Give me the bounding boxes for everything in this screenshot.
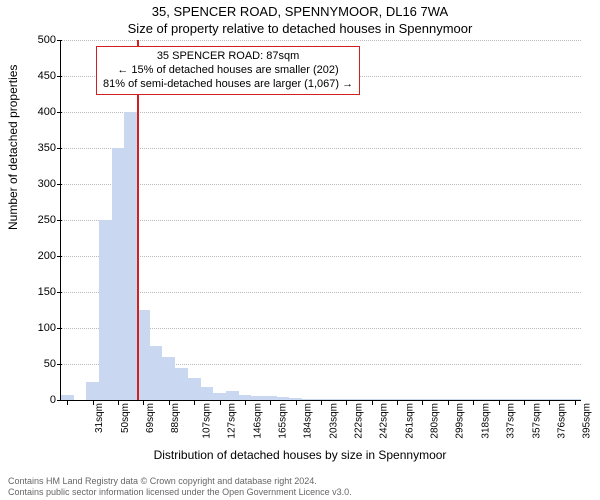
x-tick-mark <box>422 400 423 405</box>
chart-supertitle: 35, SPENCER ROAD, SPENNYMOOR, DL16 7WA <box>0 4 600 19</box>
chart-title: Size of property relative to detached ho… <box>0 21 600 36</box>
x-tick-label: 31sqm <box>94 403 105 433</box>
histogram-bar <box>556 399 569 400</box>
annotation-line1: 35 SPENCER ROAD: 87sqm <box>103 50 353 64</box>
histogram-bar <box>251 396 264 400</box>
x-tick-label: 376sqm <box>557 403 568 439</box>
histogram-bar <box>86 382 99 400</box>
histogram-bar <box>277 397 290 400</box>
y-tick-label: 450 <box>22 70 56 82</box>
histogram-bar <box>213 393 226 400</box>
x-tick-label: 88sqm <box>170 403 181 433</box>
x-tick-mark <box>118 400 119 405</box>
x-tick-mark <box>448 400 449 405</box>
annotation-line3: 81% of semi-detached houses are larger (… <box>103 78 353 92</box>
x-tick-label: 318sqm <box>480 403 491 439</box>
x-tick-mark <box>321 400 322 405</box>
x-tick-label: 337sqm <box>506 403 517 439</box>
x-tick-mark <box>194 400 195 405</box>
x-tick-mark <box>143 400 144 405</box>
y-tick-label: 250 <box>22 214 56 226</box>
x-tick-label: 261sqm <box>404 403 415 439</box>
y-tick-label: 500 <box>22 34 56 46</box>
x-tick-label: 222sqm <box>354 403 365 439</box>
y-tick-label: 100 <box>22 322 56 334</box>
x-tick-label: 395sqm <box>582 403 593 439</box>
histogram-bar <box>175 368 188 400</box>
y-tick-label: 200 <box>22 250 56 262</box>
x-tick-mark <box>524 400 525 405</box>
histogram-bar <box>99 220 112 400</box>
histogram-bar <box>505 399 518 400</box>
x-tick-mark <box>473 400 474 405</box>
annotation-box: 35 SPENCER ROAD: 87sqm ← 15% of detached… <box>96 46 360 95</box>
footer-line1: Contains HM Land Registry data © Crown c… <box>8 476 592 487</box>
y-tick-label: 400 <box>22 106 56 118</box>
x-tick-label: 203sqm <box>328 403 339 439</box>
histogram-bar <box>530 399 543 400</box>
x-tick-mark <box>575 400 576 405</box>
histogram-bar <box>429 399 442 400</box>
x-tick-label: 50sqm <box>120 403 131 433</box>
annotation-line2: ← 15% of detached houses are smaller (20… <box>103 64 353 78</box>
footer-attribution: Contains HM Land Registry data © Crown c… <box>8 476 592 498</box>
histogram-bar <box>112 148 125 400</box>
x-tick-label: 69sqm <box>145 403 156 433</box>
x-tick-label: 165sqm <box>277 403 288 439</box>
histogram-bar <box>403 399 416 400</box>
x-tick-label: 107sqm <box>201 403 212 439</box>
histogram-bar <box>201 387 214 400</box>
x-tick-label: 146sqm <box>252 403 263 439</box>
histogram-bar <box>454 399 467 400</box>
y-axis-label: Number of detached properties <box>6 65 20 230</box>
y-tick-label: 0 <box>22 394 56 406</box>
x-tick-mark <box>499 400 500 405</box>
x-tick-mark <box>67 400 68 405</box>
x-tick-mark <box>93 400 94 405</box>
x-tick-mark <box>296 400 297 405</box>
histogram-bar <box>150 346 163 400</box>
x-tick-label: 280sqm <box>430 403 441 439</box>
histogram-bar <box>188 378 201 400</box>
x-tick-mark <box>346 400 347 405</box>
histogram-bar <box>226 391 239 400</box>
y-tick-label: 50 <box>22 358 56 370</box>
x-tick-mark <box>220 400 221 405</box>
y-tick-label: 350 <box>22 142 56 154</box>
footer-line2: Contains public sector information licen… <box>8 487 592 498</box>
x-tick-mark <box>549 400 550 405</box>
x-tick-label: 299sqm <box>455 403 466 439</box>
x-axis-label: Distribution of detached houses by size … <box>0 448 600 462</box>
histogram-bar <box>480 399 493 400</box>
histogram-bar <box>327 399 340 400</box>
x-tick-label: 127sqm <box>227 403 238 439</box>
y-tick-label: 150 <box>22 286 56 298</box>
x-tick-mark <box>372 400 373 405</box>
x-tick-mark <box>270 400 271 405</box>
x-tick-label: 242sqm <box>379 403 390 439</box>
histogram-bar <box>302 399 315 400</box>
y-tick-label: 300 <box>22 178 56 190</box>
histogram-bar <box>124 112 137 400</box>
plot-area: 31sqm50sqm69sqm88sqm107sqm127sqm146sqm16… <box>60 40 581 401</box>
x-tick-label: 357sqm <box>531 403 542 439</box>
histogram-bar <box>353 399 366 400</box>
x-tick-mark <box>397 400 398 405</box>
x-tick-mark <box>245 400 246 405</box>
histogram-bar <box>378 399 391 400</box>
x-tick-mark <box>169 400 170 405</box>
x-tick-label: 184sqm <box>303 403 314 439</box>
histogram-bar <box>162 357 175 400</box>
